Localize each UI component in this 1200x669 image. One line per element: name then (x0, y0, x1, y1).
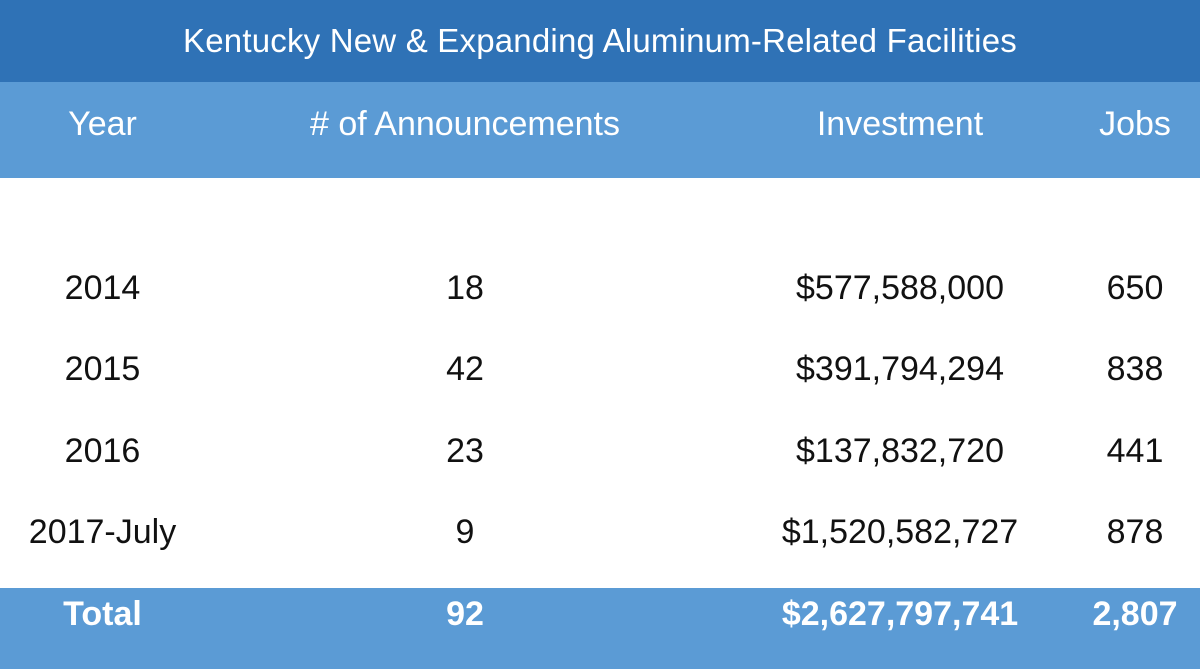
table-title-bar: Kentucky New & Expanding Aluminum-Relate… (0, 0, 1200, 82)
cell-jobs: 650 (1106, 269, 1164, 307)
cell-investment: $137,832,720 (796, 432, 1004, 470)
column-header-year: Year (68, 105, 137, 143)
cell-announcements: 42 (446, 350, 484, 388)
table-body: 2014 18 $577,588,000 650 2015 42 $391,79… (0, 178, 1200, 588)
total-label: Total (63, 595, 142, 633)
cell-year: 2016 (64, 432, 141, 470)
table-row: 2017-July 9 $1,520,582,727 878 (0, 504, 1200, 560)
total-row: Total 92 $2,627,797,741 2,807 (0, 588, 1200, 669)
table-row: 2014 18 $577,588,000 650 (0, 260, 1200, 316)
column-header-row: Year # of Announcements Investment Jobs (0, 82, 1200, 178)
table-row: 2016 23 $137,832,720 441 (0, 423, 1200, 479)
cell-jobs: 441 (1106, 432, 1164, 470)
cell-year: 2015 (64, 350, 141, 388)
cell-announcements: 9 (455, 513, 475, 551)
cell-investment: $577,588,000 (796, 269, 1004, 307)
table-row: 2015 42 $391,794,294 838 (0, 341, 1200, 397)
total-jobs: 2,807 (1092, 595, 1178, 633)
cell-announcements: 23 (446, 432, 484, 470)
cell-investment: $391,794,294 (796, 350, 1004, 388)
table-title: Kentucky New & Expanding Aluminum-Relate… (183, 22, 1017, 59)
cell-year: 2014 (64, 269, 141, 307)
column-header-jobs: Jobs (1099, 105, 1171, 143)
cell-year: 2017-July (28, 513, 177, 551)
cell-jobs: 838 (1106, 350, 1164, 388)
cell-investment: $1,520,582,727 (781, 513, 1019, 551)
cell-announcements: 18 (446, 269, 484, 307)
column-header-announcements: # of Announcements (309, 105, 620, 143)
cell-jobs: 878 (1106, 513, 1164, 551)
column-header-investment: Investment (816, 105, 984, 143)
total-announcements: 92 (446, 595, 484, 633)
total-investment: $2,627,797,741 (781, 595, 1019, 633)
